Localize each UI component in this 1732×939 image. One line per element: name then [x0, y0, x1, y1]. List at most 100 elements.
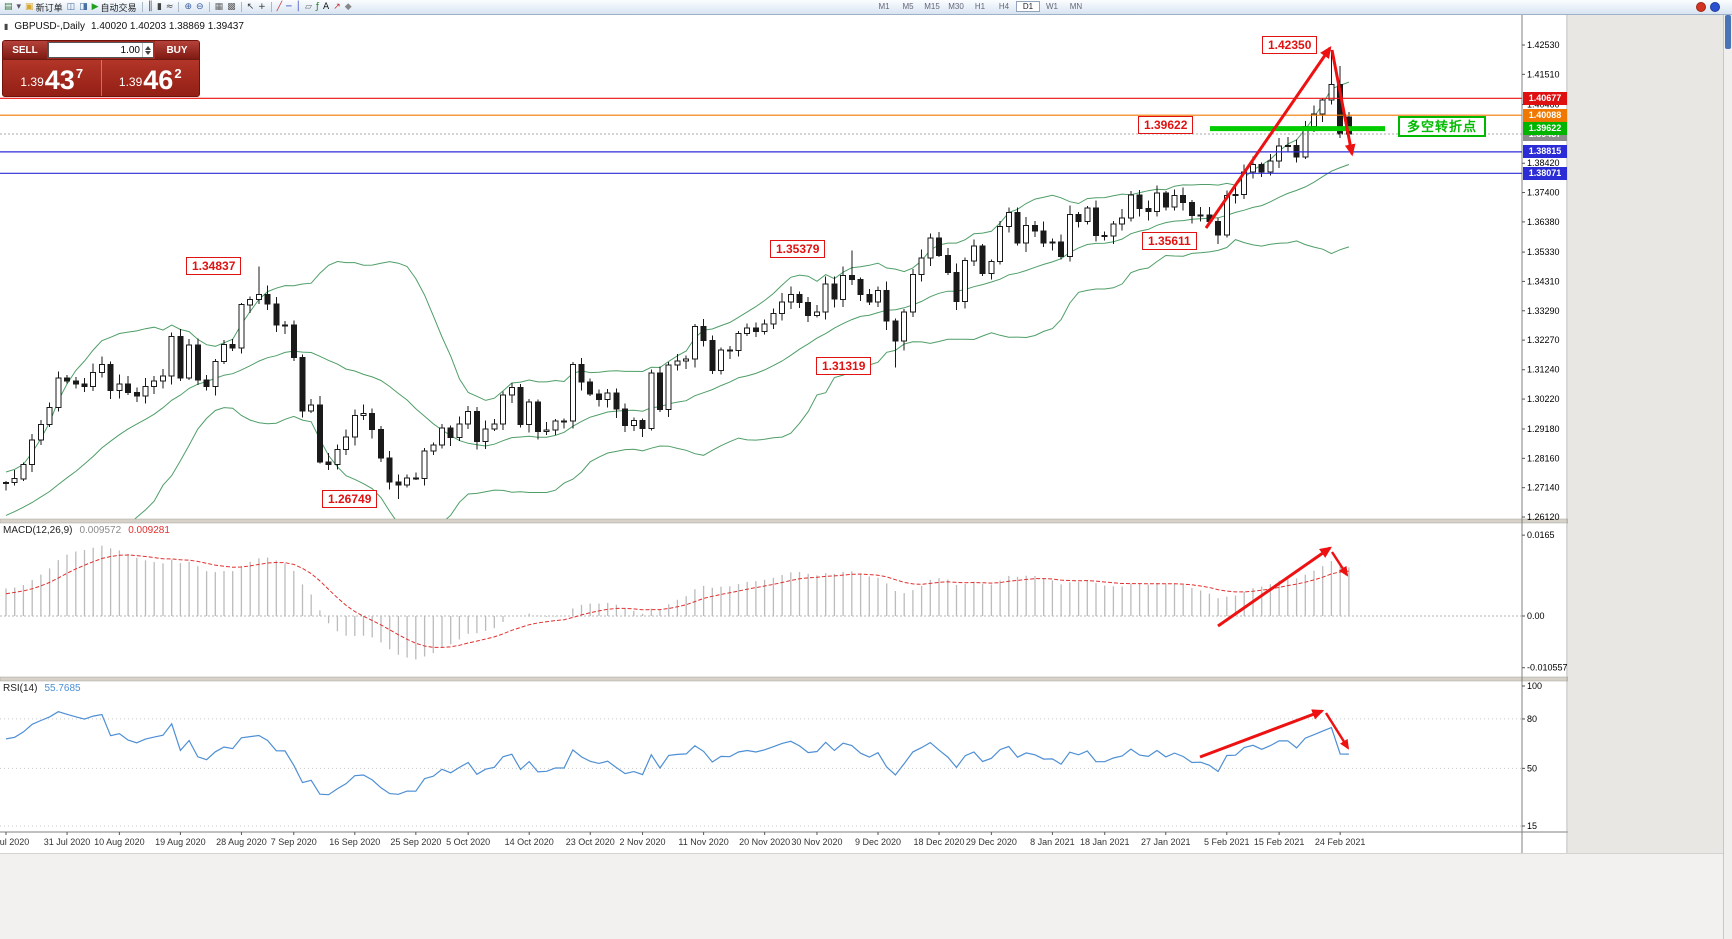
timeframe-W1[interactable]: W1	[1046, 2, 1058, 11]
timeframe-MN[interactable]: MN	[1069, 2, 1083, 11]
sell-price-prefix: 1.39	[20, 75, 44, 89]
price-annotation-1.42350[interactable]: 1.42350	[1262, 36, 1318, 54]
svg-text:0.00: 0.00	[1527, 611, 1545, 621]
fibonacci-icon[interactable]: ƒ	[314, 1, 321, 14]
tile-windows-icon[interactable]: ▦	[213, 1, 226, 14]
svg-text:15: 15	[1527, 821, 1537, 831]
zoom-in-icon[interactable]: ⊕	[182, 1, 194, 14]
sell-button[interactable]: SELL	[3, 41, 47, 59]
cursor-icon: ↖	[246, 1, 255, 12]
svg-text:5 Feb 2021: 5 Feb 2021	[1204, 837, 1250, 847]
buy-price[interactable]: 1.39 46 2	[100, 60, 200, 96]
price-annotation-1.35611[interactable]: 1.35611	[1142, 232, 1197, 250]
price-annotation-1.34837[interactable]: 1.34837	[186, 257, 242, 275]
timeframe-D1[interactable]: D1	[1016, 1, 1040, 12]
vertical-line-icon[interactable]: │	[294, 1, 303, 14]
buy-price-prefix: 1.39	[118, 75, 143, 89]
svg-text:1.32270: 1.32270	[1527, 335, 1560, 345]
workspace-background	[1568, 14, 1724, 853]
timeframe-M5[interactable]: M5	[902, 2, 914, 11]
svg-text:7 Sep 2020: 7 Sep 2020	[271, 837, 317, 847]
volume-increase-icon[interactable]	[145, 45, 151, 50]
macd-up-arrow[interactable]	[1217, 546, 1332, 628]
candlestick-chart-icon: ▮	[156, 1, 162, 12]
zoom-out-icon[interactable]: ⊖	[194, 1, 206, 14]
new-order-button[interactable]: ▣ 新订单	[23, 1, 65, 14]
mail-icon[interactable]	[1710, 2, 1720, 12]
timeframe-M1[interactable]: M1	[878, 2, 890, 11]
trendline-icon: ╱	[276, 1, 283, 12]
cascade-windows-icon[interactable]: ▩	[225, 1, 238, 14]
shapes-icon[interactable]: ◆	[343, 1, 354, 14]
toolbar-separator	[141, 2, 143, 12]
timeframe-M30[interactable]: M30	[948, 2, 964, 11]
turning-point-label[interactable]: 多空转折点	[1398, 116, 1487, 137]
scrollbar-thumb[interactable]	[1725, 15, 1731, 49]
volume-field[interactable]: 1.00	[48, 42, 154, 58]
chart-window-icon[interactable]: ◫	[65, 1, 78, 14]
vertical-line-icon: │	[295, 1, 301, 12]
svg-text:23 Oct 2020: 23 Oct 2020	[566, 837, 615, 847]
tile-windows-icon: ▦	[214, 1, 224, 12]
arrow-object-icon[interactable]: ↗	[331, 1, 343, 14]
svg-text:1.33290: 1.33290	[1527, 306, 1560, 316]
price-annotation-1.31319[interactable]: 1.31319	[816, 357, 872, 375]
timeframe-H1[interactable]: H1	[974, 2, 986, 11]
candlestick-chart-icon[interactable]: ▮	[155, 1, 164, 14]
volume-value[interactable]: 1.00	[120, 44, 140, 56]
macd-signal-value: 0.009281	[128, 525, 170, 536]
macd-name: MACD(12,26,9)	[3, 525, 73, 536]
svg-text:28 Aug 2020: 28 Aug 2020	[216, 837, 267, 847]
reversal-down-arrow[interactable]	[1330, 49, 1356, 157]
macd-down-arrow[interactable]	[1330, 551, 1349, 577]
chart-shift-icon[interactable]: ◨	[77, 1, 90, 14]
chart-canvas[interactable]: 1.425301.415101.404601.384201.374001.363…	[0, 14, 1568, 853]
volume-decrease-icon[interactable]	[145, 50, 151, 55]
sell-price[interactable]: 1.39 43 7	[3, 60, 101, 96]
chart-ohlc-values: 1.40020 1.40203 1.38869 1.39437	[90, 21, 244, 32]
rsi-down-arrow[interactable]	[1324, 712, 1350, 750]
timeframe-M15[interactable]: M15	[924, 2, 940, 11]
horizontal-line-icon[interactable]: ─	[284, 1, 293, 14]
alert-icon[interactable]	[1696, 2, 1706, 12]
axis-price-label-1.40677: 1.40677	[1523, 91, 1567, 105]
svg-text:1.42530: 1.42530	[1527, 40, 1560, 50]
crosshair-icon[interactable]: +	[256, 1, 268, 14]
svg-text:22 Jul 2020: 22 Jul 2020	[0, 837, 29, 847]
new-chart-icon[interactable]: ▤	[2, 1, 15, 14]
bar-chart-icon[interactable]: ║	[146, 1, 155, 14]
auto-trading-button[interactable]: ▶ 自动交易	[90, 1, 139, 14]
new-order-button-label: 新订单	[35, 3, 63, 14]
svg-text:80: 80	[1527, 714, 1537, 724]
svg-text:0.0165: 0.0165	[1527, 530, 1555, 540]
vertical-scrollbar[interactable]	[1723, 14, 1732, 939]
horizontal-line-icon: ─	[286, 1, 292, 12]
timeframe-H4[interactable]: H4	[998, 2, 1010, 11]
candlesticks	[3, 50, 1352, 499]
buy-price-pips: 46	[143, 65, 174, 95]
svg-text:1.38420: 1.38420	[1527, 158, 1560, 168]
text-label-icon[interactable]: A	[321, 1, 331, 14]
rsi-up-arrow[interactable]	[1199, 709, 1325, 759]
new-order-icon: ▣	[25, 1, 34, 12]
volume-spinner[interactable]	[142, 43, 153, 57]
svg-text:15 Feb 2021: 15 Feb 2021	[1254, 837, 1305, 847]
svg-text:1.34310: 1.34310	[1527, 276, 1560, 286]
rsi-panel	[0, 711, 1522, 827]
buy-button[interactable]: BUY	[155, 41, 199, 59]
trend-up-arrow[interactable]	[1204, 46, 1332, 229]
svg-text:1.37400: 1.37400	[1527, 188, 1560, 198]
price-annotation-1.35379[interactable]: 1.35379	[770, 240, 826, 258]
cursor-icon[interactable]: ↖	[245, 1, 257, 14]
svg-text:-0.0105571: -0.0105571	[1527, 663, 1568, 673]
profiles-dropdown-icon[interactable]: ▾	[15, 1, 24, 14]
equidistant-channel-icon[interactable]: ▱	[303, 1, 314, 14]
price-annotation-1.39622[interactable]: 1.39622	[1138, 116, 1194, 134]
trendline-icon[interactable]: ╱	[275, 1, 284, 14]
equidistant-channel-icon: ▱	[304, 1, 312, 12]
axis-price-label-1.38071: 1.38071	[1523, 166, 1567, 180]
line-chart-icon[interactable]: ≈	[164, 1, 176, 14]
toolbar-separator	[178, 2, 180, 12]
price-annotation-1.26749[interactable]: 1.26749	[322, 490, 378, 508]
toolbar-items: ▤ ▾ ▣ 新订单 ◫ ◨ ▶ 自动交易 ║ ▮ ≈ ⊕ ⊖ ▦ ▩ ↖ + ╱ ─ │ ▱ ƒ A ↗ ◆	[0, 0, 354, 14]
